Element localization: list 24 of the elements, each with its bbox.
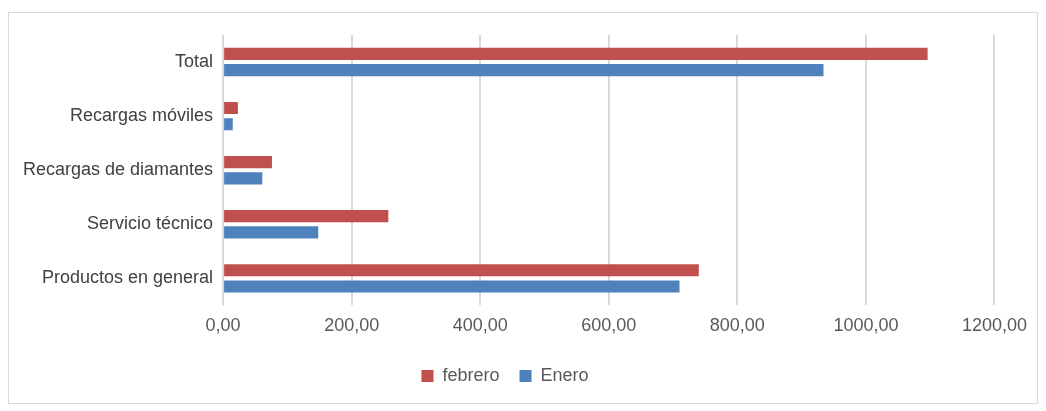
x-tick-label: 600,00 <box>581 315 637 336</box>
bar <box>224 280 680 293</box>
y-tick-label: Recargas móviles <box>70 105 214 126</box>
bar <box>224 264 699 277</box>
y-tick-label: Productos en general <box>41 267 214 288</box>
y-tick-label: Recargas de diamantes <box>23 159 214 180</box>
legend-label: Enero <box>540 364 589 385</box>
bar <box>224 156 272 169</box>
y-tick-label: Servicio técnico <box>87 213 214 234</box>
y-tick-label: Total <box>175 51 214 72</box>
x-tick-label: 200,00 <box>324 315 380 336</box>
bar <box>224 210 389 223</box>
x-tick-label: 0,00 <box>205 315 241 336</box>
bar <box>224 101 238 115</box>
bar <box>224 118 233 131</box>
x-tick-label: 400,00 <box>452 315 508 336</box>
x-tick-label: 1200,00 <box>961 315 1028 336</box>
x-tick-label: 800,00 <box>709 315 765 336</box>
bar <box>224 226 319 239</box>
x-tick-label: 1000,00 <box>833 315 899 336</box>
bar <box>224 172 263 185</box>
legend-label: febrero <box>442 364 500 385</box>
bar <box>224 47 928 61</box>
bar <box>224 64 824 77</box>
